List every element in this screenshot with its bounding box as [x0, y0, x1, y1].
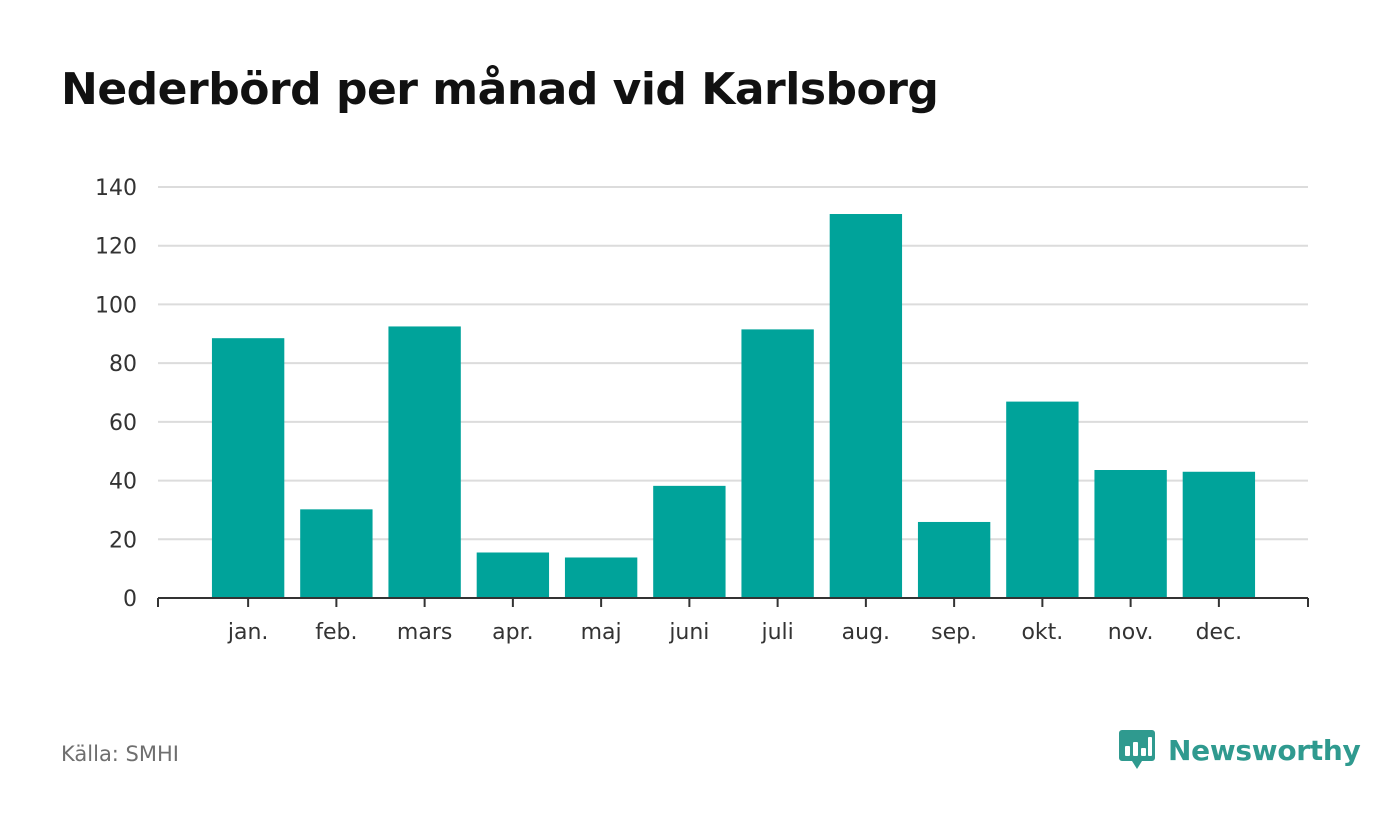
- chart-title: Nederbörd per månad vid Karlsborg: [61, 64, 939, 115]
- bar: [1094, 470, 1167, 598]
- x-tick-label: mars: [397, 620, 452, 645]
- x-tick-label: dec.: [1196, 620, 1243, 645]
- bar: [917, 521, 991, 598]
- bar: [564, 557, 638, 598]
- x-tick-label: sep.: [931, 620, 977, 645]
- y-tick-label: 120: [95, 235, 137, 260]
- x-tick-label: feb.: [315, 620, 357, 645]
- newsworthy-logo-icon: [1119, 730, 1155, 769]
- brand-name: Newsworthy: [1168, 733, 1361, 767]
- y-tick-label: 20: [109, 528, 137, 553]
- bar: [211, 338, 285, 598]
- x-tick-label: juli: [760, 620, 793, 645]
- bar: [1182, 471, 1256, 598]
- x-tick-label: aug.: [842, 620, 890, 645]
- bar: [741, 329, 814, 598]
- brand-logo: Newsworthy: [1118, 728, 1361, 772]
- bar: [829, 214, 903, 598]
- x-tick-label: jan.: [227, 620, 269, 645]
- x-tick-label: apr.: [492, 620, 533, 645]
- bar: [388, 326, 461, 598]
- y-tick-label: 40: [109, 470, 137, 495]
- x-tick-label: nov.: [1108, 620, 1154, 645]
- x-tick-label: okt.: [1021, 620, 1063, 645]
- bar: [476, 552, 550, 598]
- x-tick-label: juni: [668, 620, 709, 645]
- y-tick-label: 80: [109, 352, 137, 377]
- bar: [300, 509, 373, 598]
- x-tick-label: maj: [581, 620, 622, 645]
- source-note: Källa: SMHI: [61, 742, 179, 766]
- bar-chart: 0 20 40 60 80 100 120 140 jan. feb. mars apr. maj jun…: [95, 176, 1309, 645]
- y-tick-label: 0: [123, 587, 137, 612]
- y-tick-label: 60: [109, 411, 137, 436]
- y-tick-label: 100: [95, 293, 137, 318]
- y-tick-label: 140: [95, 176, 137, 201]
- bar: [1006, 401, 1079, 598]
- bar: [653, 485, 726, 598]
